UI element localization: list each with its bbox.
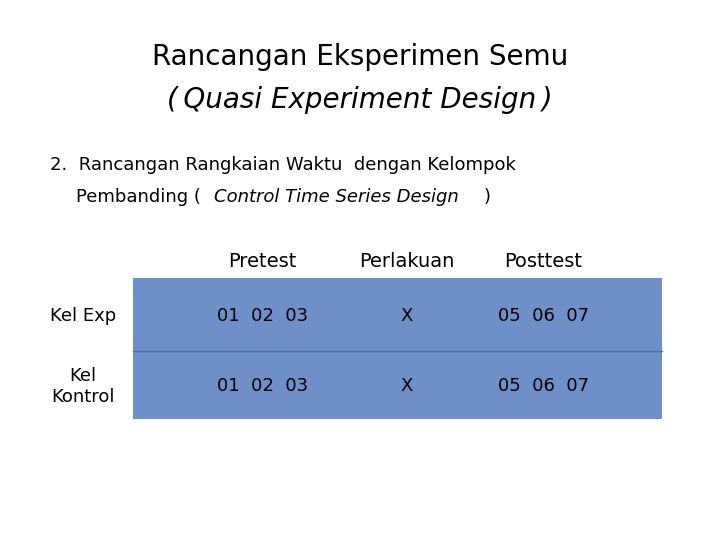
Text: 05  06  07: 05 06 07 xyxy=(498,377,589,395)
Text: Control Time Series Design: Control Time Series Design xyxy=(214,188,459,206)
Text: 01  02  03: 01 02 03 xyxy=(217,377,308,395)
Text: Posttest: Posttest xyxy=(505,252,582,272)
Text: Rancangan Eksperimen Semu: Rancangan Eksperimen Semu xyxy=(152,43,568,71)
Text: X: X xyxy=(400,307,413,325)
Text: Pretest: Pretest xyxy=(229,252,297,272)
Text: Pembanding (: Pembanding ( xyxy=(76,188,200,206)
Text: 2.  Rancangan Rangkaian Waktu  dengan Kelompok: 2. Rancangan Rangkaian Waktu dengan Kelo… xyxy=(50,156,516,174)
Text: Perlakuan: Perlakuan xyxy=(359,252,454,272)
Text: Kel Exp: Kel Exp xyxy=(50,307,116,325)
FancyBboxPatch shape xyxy=(133,278,662,418)
Text: ( Quasi Experiment Design ): ( Quasi Experiment Design ) xyxy=(167,86,553,114)
Text: 05  06  07: 05 06 07 xyxy=(498,307,589,325)
Text: ): ) xyxy=(484,188,491,206)
Text: X: X xyxy=(400,377,413,395)
Text: 01  02  03: 01 02 03 xyxy=(217,307,308,325)
Text: Kel
Kontrol: Kel Kontrol xyxy=(51,367,114,406)
